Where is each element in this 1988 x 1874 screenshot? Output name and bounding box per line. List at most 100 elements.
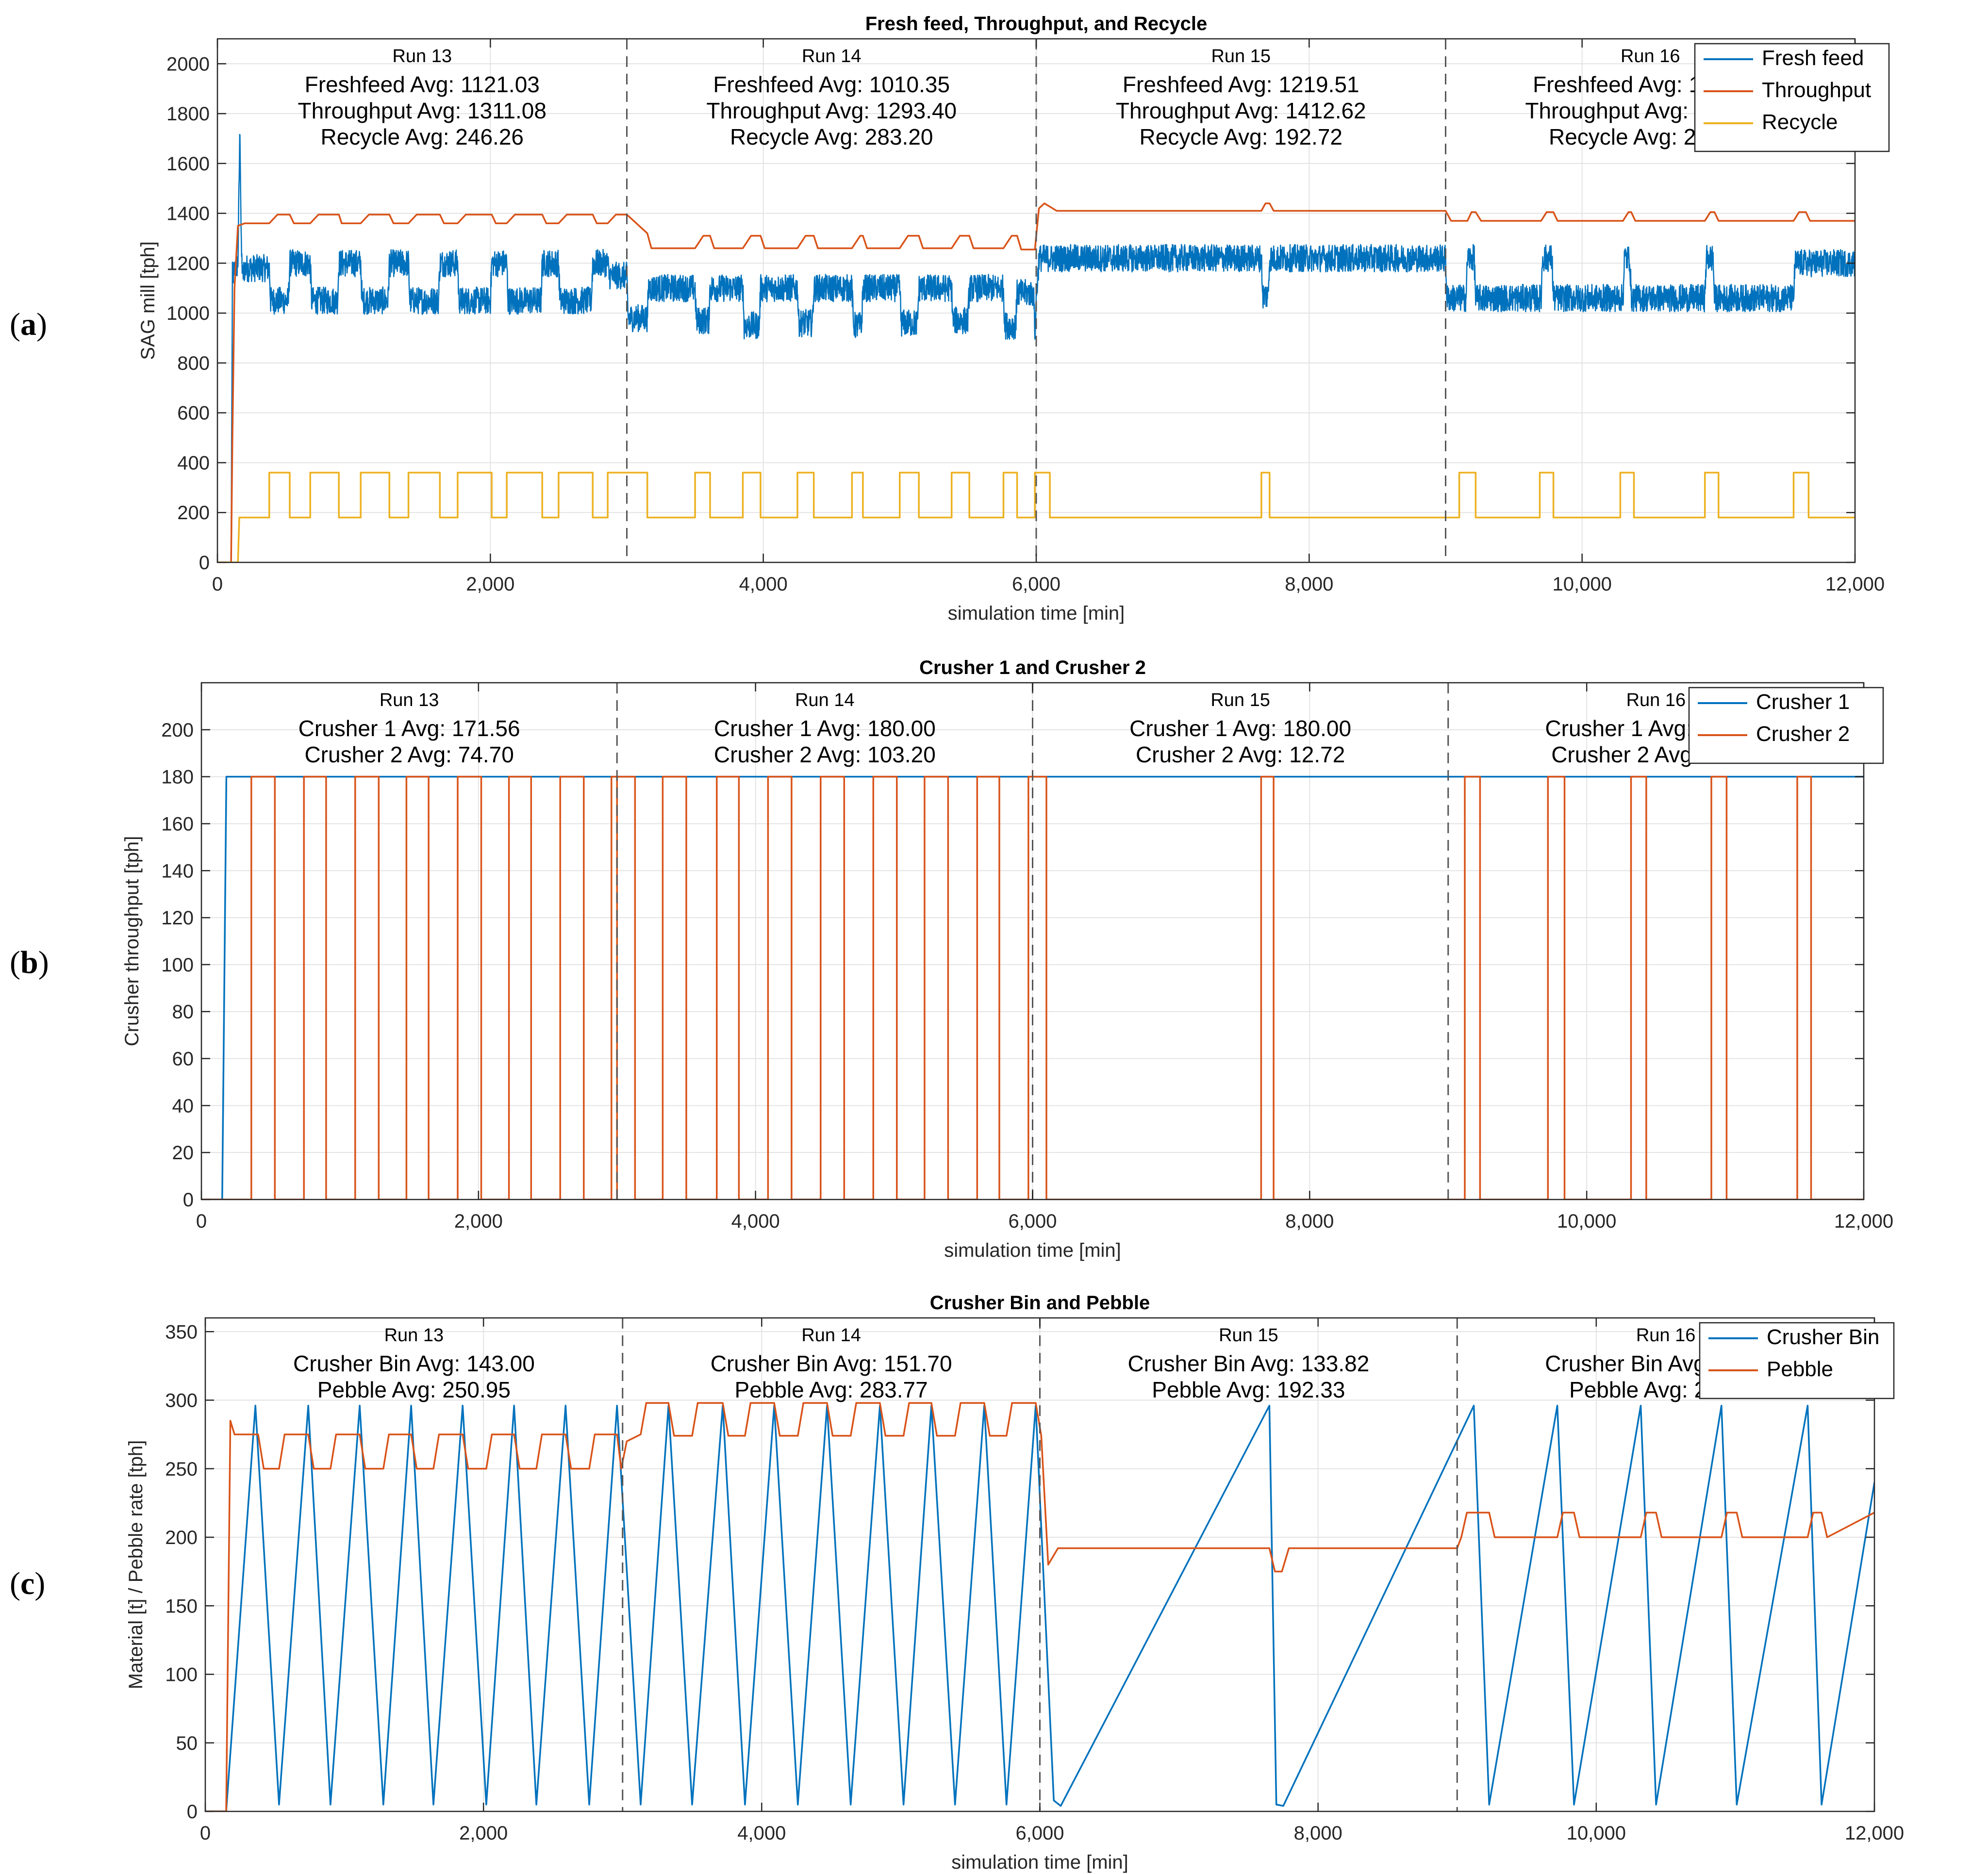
x-tick-label: 4,000 — [739, 574, 788, 595]
y-tick-label: 300 — [165, 1390, 198, 1412]
x-tick-label: 10,000 — [1567, 1823, 1626, 1844]
panel-letter-value: b — [20, 945, 38, 980]
legend-box — [1694, 43, 1890, 152]
y-tick-label: 0 — [199, 552, 210, 574]
run-average-label: Crusher 2 Avg: 103.20 — [714, 742, 936, 767]
y-tick-label: 100 — [165, 1664, 198, 1686]
x-axis-label: simulation time [min] — [951, 1852, 1128, 1873]
y-tick-label: 50 — [176, 1733, 198, 1754]
y-axis-label: SAG mill [tph] — [137, 241, 159, 360]
panel-letter: (b) — [10, 945, 49, 980]
run-average-label: Pebble Avg: 250.95 — [317, 1377, 511, 1402]
run-name: Run 16 — [1636, 1325, 1696, 1346]
run-average-label: Crusher Bin Avg: 133.82 — [1127, 1351, 1369, 1376]
y-tick-label: 2000 — [166, 53, 210, 75]
run-name: Run 16 — [1621, 46, 1680, 66]
x-tick-label: 2,000 — [466, 574, 514, 595]
y-tick-label: 600 — [177, 403, 210, 424]
legend-entry: Crusher Bin — [1767, 1325, 1879, 1349]
run-name: Run 16 — [1626, 690, 1686, 710]
panel-letter-value: c — [20, 1566, 34, 1601]
chart-panel-a: (a) 0 2,000 4,000 6,000 8,000 10,000 12,000 0 200… — [10, 13, 1890, 624]
run-average-label: Throughput Avg: 1311.08 — [298, 98, 547, 123]
legend: Fresh feed Throughput Recycle — [1694, 43, 1890, 152]
run-average-label: Crusher 1 Avg: 171.56 — [298, 716, 520, 741]
y-tick-label: 40 — [172, 1095, 194, 1117]
legend-entry: Crusher 1 — [1756, 690, 1850, 714]
y-tick-label: 180 — [161, 767, 194, 788]
chart-panel-b: (b) 0 2,000 4,000 6,000 8,000 10,000 12,000 0 20 4… — [10, 657, 1893, 1261]
y-tick-label: 80 — [172, 1002, 194, 1023]
run-average-label: Freshfeed Avg: 1010.35 — [713, 72, 950, 97]
run-average-label: Freshfeed Avg: 1219.51 — [1123, 72, 1359, 97]
y-tick-label: 250 — [165, 1459, 198, 1480]
run-name: Run 14 — [801, 1325, 861, 1346]
legend-entry: Pebble — [1767, 1357, 1833, 1381]
y-tick-label: 200 — [165, 1527, 198, 1548]
x-tick-label: 2,000 — [454, 1211, 503, 1232]
x-tick-label: 4,000 — [731, 1211, 780, 1232]
run-average-label: Crusher 1 Avg: 180.00 — [1129, 716, 1351, 741]
x-tick-label: 10,000 — [1557, 1211, 1616, 1232]
legend: Crusher 1 Crusher 2 — [1688, 687, 1884, 764]
legend: Crusher Bin Pebble — [1699, 1322, 1895, 1399]
x-tick-label: 0 — [212, 574, 223, 595]
y-tick-label: 1200 — [166, 253, 210, 274]
x-tick-label: 10,000 — [1552, 574, 1611, 595]
legend-entry: Recycle — [1762, 110, 1838, 134]
legend-box — [1699, 1322, 1895, 1399]
x-tick-label: 12,000 — [1825, 574, 1885, 595]
run-name: Run 15 — [1210, 690, 1270, 710]
data-layer — [205, 1402, 1874, 1811]
run-name: Run 13 — [384, 1325, 444, 1346]
run-average-label: Crusher Bin Avg: 151.70 — [711, 1351, 952, 1376]
y-tick-label: 100 — [161, 954, 194, 976]
panel-letter: (c) — [10, 1566, 45, 1601]
run-average-label: Pebble Avg: 192.33 — [1152, 1377, 1345, 1402]
legend-box — [1688, 687, 1884, 764]
run-average-label: Crusher Bin Avg: 143.00 — [293, 1351, 535, 1376]
run-average-label: Pebble Avg: 283.77 — [735, 1377, 928, 1402]
x-axis-label: simulation time [min] — [944, 1240, 1121, 1261]
x-tick-label: 6,000 — [1015, 1823, 1064, 1844]
y-tick-label: 800 — [177, 353, 210, 374]
legend-entry: Fresh feed — [1762, 46, 1864, 70]
series-line-pebble — [205, 1402, 1874, 1811]
panel-letter: (a) — [10, 307, 47, 342]
data-layer — [201, 775, 1864, 1200]
y-tick-label: 350 — [165, 1321, 198, 1343]
run-average-label: Crusher 2 Avg: 12.72 — [1136, 742, 1345, 767]
y-tick-label: 400 — [177, 452, 210, 474]
x-tick-label: 4,000 — [737, 1823, 786, 1844]
run-name: Run 15 — [1219, 1325, 1278, 1346]
run-average-label: Recycle Avg: 283.20 — [730, 124, 933, 149]
chart-title: Crusher Bin and Pebble — [930, 1292, 1150, 1314]
x-tick-label: 8,000 — [1285, 574, 1333, 595]
y-tick-label: 0 — [183, 1189, 194, 1211]
y-tick-label: 1000 — [166, 303, 210, 324]
legend-entry: Crusher 2 — [1756, 722, 1850, 746]
x-tick-label: 6,000 — [1012, 574, 1060, 595]
series-line-crusher-2 — [201, 775, 1864, 1200]
x-tick-label: 8,000 — [1285, 1211, 1334, 1232]
run-name: Run 14 — [802, 46, 861, 66]
x-axis-label: simulation time [min] — [948, 603, 1125, 624]
x-tick-label: 12,000 — [1845, 1823, 1904, 1844]
chart-panel-c: (c) 0 2,000 4,000 6,000 8,000 10,000 12,000 0 50 1… — [10, 1292, 1904, 1873]
series-line-recycle — [217, 472, 1855, 562]
series-line-throughput — [217, 202, 1855, 562]
y-tick-label: 140 — [161, 860, 194, 882]
y-tick-label: 150 — [165, 1595, 198, 1617]
x-tick-label: 2,000 — [459, 1823, 508, 1844]
panel-letter-value: a — [20, 307, 36, 342]
y-tick-label: 1400 — [166, 203, 210, 225]
y-axis-label: Material [t] / Pebble rate [tph] — [125, 1440, 147, 1690]
x-tick-label: 0 — [196, 1211, 207, 1232]
